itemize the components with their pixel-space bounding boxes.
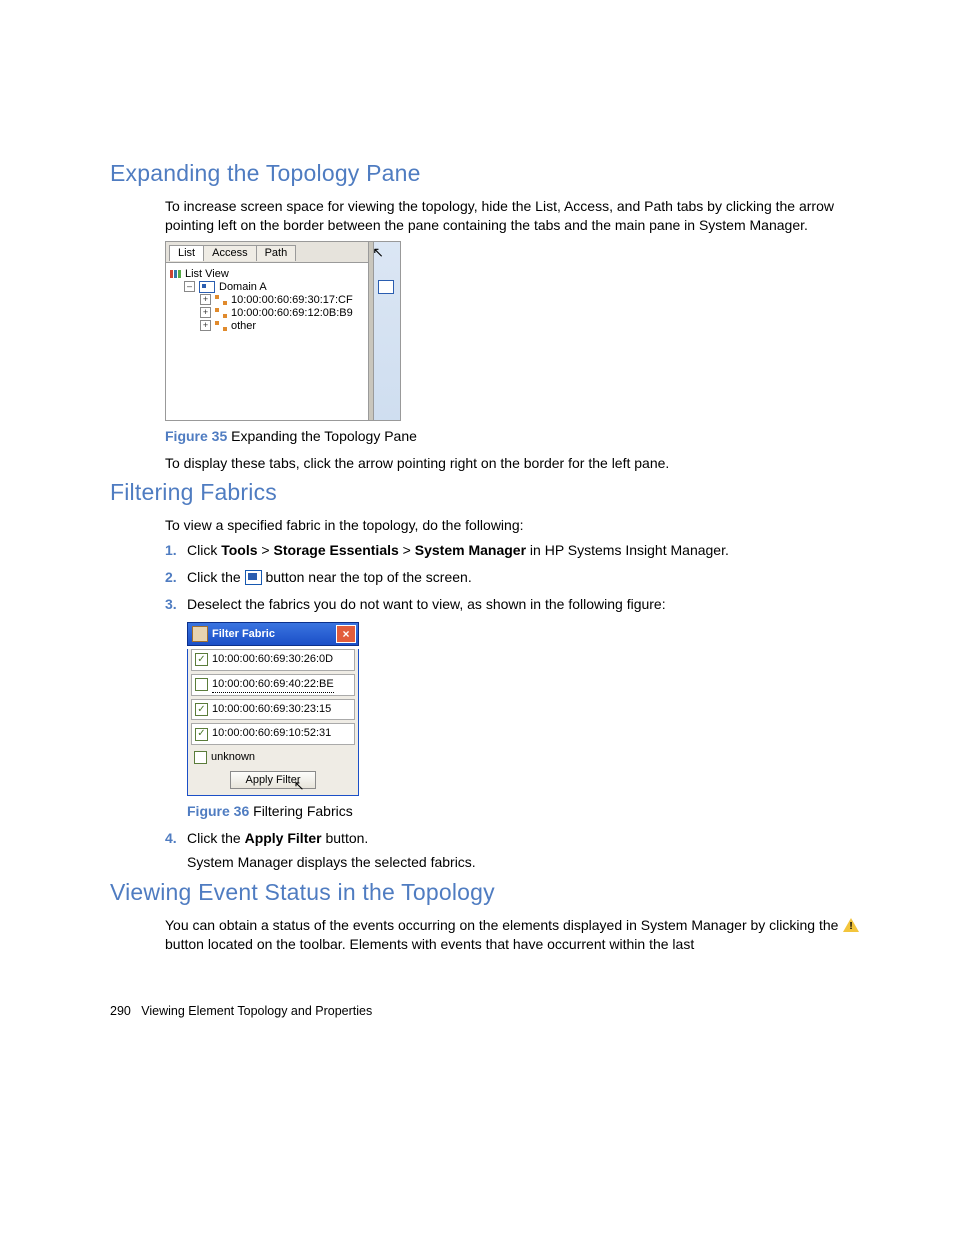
expand-icon[interactable]: + bbox=[200, 307, 211, 318]
list-view-icon bbox=[170, 270, 181, 278]
tree-root[interactable]: List View bbox=[170, 268, 368, 280]
filter-toolbar-icon bbox=[245, 570, 262, 585]
step4-d: System Manager displays the selected fab… bbox=[187, 853, 874, 873]
step-2: 2. Click the button near the top of the … bbox=[165, 568, 874, 588]
fabric-row[interactable]: 10:00:00:60:69:30:23:15 bbox=[191, 699, 355, 720]
step1-gt2: > bbox=[399, 542, 415, 558]
step-3: 3. Deselect the fabrics you do not want … bbox=[165, 595, 874, 821]
figure36-text: Filtering Fabrics bbox=[249, 803, 352, 819]
heading-expanding: Expanding the Topology Pane bbox=[110, 160, 874, 187]
expand-icon[interactable]: + bbox=[200, 294, 211, 305]
checkbox-unchecked-icon[interactable] bbox=[195, 678, 208, 691]
para-expand-intro: To increase screen space for viewing the… bbox=[165, 197, 874, 235]
step1-se: Storage Essentials bbox=[274, 542, 399, 558]
tree-node-label: 10:00:00:60:69:30:17:CF bbox=[231, 294, 353, 306]
fabric-label: 10:00:00:60:69:40:22:BE bbox=[212, 677, 334, 693]
switch-icon bbox=[215, 295, 227, 305]
p4-b: button located on the toolbar. Elements … bbox=[165, 936, 694, 952]
step-4: 4. Click the Apply Filter button. System… bbox=[165, 829, 874, 872]
step1-gt1: > bbox=[258, 542, 274, 558]
close-button[interactable]: × bbox=[336, 625, 356, 643]
dialog-titlebar: Filter Fabric × bbox=[187, 622, 359, 646]
checkbox-unchecked-icon[interactable] bbox=[194, 751, 207, 764]
step2-b: button near the top of the screen. bbox=[262, 569, 472, 585]
tree-domain[interactable]: – Domain A bbox=[184, 281, 368, 293]
fabric-label: 10:00:00:60:69:30:23:15 bbox=[212, 702, 331, 717]
fabric-row[interactable]: unknown bbox=[191, 748, 355, 767]
step-number: 1. bbox=[165, 541, 177, 561]
right-strip: ↖ bbox=[373, 242, 400, 420]
apply-filter-label: Apply Filter bbox=[245, 774, 300, 786]
tab-list[interactable]: List bbox=[169, 245, 204, 261]
step1-tools: Tools bbox=[221, 542, 257, 558]
tree-node[interactable]: + 10:00:00:60:69:30:17:CF bbox=[200, 294, 368, 306]
fabric-row[interactable]: 10:00:00:60:69:10:52:31 bbox=[191, 723, 355, 744]
cursor-icon: ↖ bbox=[372, 244, 384, 261]
step2-a: Click the bbox=[187, 569, 245, 585]
tree-root-label: List View bbox=[185, 268, 229, 280]
fabric-row[interactable]: 10:00:00:60:69:30:26:0D bbox=[191, 649, 355, 670]
tree-domain-label: Domain A bbox=[219, 281, 267, 293]
tree-node[interactable]: + 10:00:00:60:69:12:0B:B9 bbox=[200, 307, 368, 319]
figure35-caption: Figure 35 Expanding the Topology Pane bbox=[165, 427, 874, 446]
apply-filter-button[interactable]: Apply Filter ↖ bbox=[230, 771, 315, 789]
page-number: 290 bbox=[110, 1004, 131, 1018]
footer-title: Viewing Element Topology and Properties bbox=[141, 1004, 372, 1018]
figure36-label: Figure 36 bbox=[187, 803, 249, 819]
fabric-label: unknown bbox=[211, 750, 255, 765]
figure35-text: Expanding the Topology Pane bbox=[227, 428, 417, 444]
collapse-icon[interactable]: – bbox=[184, 281, 195, 292]
figure35-label: Figure 35 bbox=[165, 428, 227, 444]
switch-icon bbox=[215, 321, 227, 331]
step1-sm: System Manager bbox=[415, 542, 526, 558]
warning-icon bbox=[843, 918, 859, 932]
step1-a: Click bbox=[187, 542, 221, 558]
step4-b: Apply Filter bbox=[245, 830, 322, 846]
para-display-tabs: To display these tabs, click the arrow p… bbox=[165, 454, 874, 473]
step-number: 4. bbox=[165, 829, 177, 849]
p4-a: You can obtain a status of the events oc… bbox=[165, 917, 842, 933]
figure36-caption: Figure 36 Filtering Fabrics bbox=[187, 802, 874, 821]
checkbox-checked-icon[interactable] bbox=[195, 653, 208, 666]
dialog-title: Filter Fabric bbox=[212, 627, 275, 642]
tab-access[interactable]: Access bbox=[203, 245, 256, 261]
checkbox-checked-icon[interactable] bbox=[195, 703, 208, 716]
tree-node-label: other bbox=[231, 320, 256, 332]
switch-icon bbox=[215, 308, 227, 318]
tree-node[interactable]: + other bbox=[200, 320, 368, 332]
step3-text: Deselect the fabrics you do not want to … bbox=[187, 596, 666, 612]
expand-icon[interactable]: + bbox=[200, 320, 211, 331]
figure-filter-fabric: Filter Fabric × 10:00:00:60:69:30:26:0D … bbox=[187, 622, 359, 796]
checkbox-checked-icon[interactable] bbox=[195, 728, 208, 741]
toolbar-mini-icon[interactable] bbox=[378, 280, 394, 294]
domain-icon bbox=[199, 281, 215, 293]
para-event-status: You can obtain a status of the events oc… bbox=[165, 916, 874, 954]
heading-event-status: Viewing Event Status in the Topology bbox=[110, 879, 874, 906]
step4-c: button. bbox=[322, 830, 369, 846]
cursor-icon: ↖ bbox=[294, 778, 305, 794]
para-filter-intro: To view a specified fabric in the topolo… bbox=[165, 516, 874, 535]
fabric-row[interactable]: 10:00:00:60:69:40:22:BE bbox=[191, 674, 355, 696]
tab-path[interactable]: Path bbox=[256, 245, 297, 261]
figure-topology-pane: List Access Path List View – Domain A + … bbox=[165, 241, 401, 421]
app-icon bbox=[192, 626, 208, 642]
tree-view: List View – Domain A + 10:00:00:60:69:30… bbox=[166, 262, 372, 420]
step-number: 2. bbox=[165, 568, 177, 588]
step-number: 3. bbox=[165, 595, 177, 615]
page-footer: 290 Viewing Element Topology and Propert… bbox=[110, 1004, 874, 1018]
fabric-label: 10:00:00:60:69:30:26:0D bbox=[212, 652, 333, 667]
tree-node-label: 10:00:00:60:69:12:0B:B9 bbox=[231, 307, 353, 319]
fabric-label: 10:00:00:60:69:10:52:31 bbox=[212, 726, 331, 741]
step4-a: Click the bbox=[187, 830, 245, 846]
step-1: 1. Click Tools > Storage Essentials > Sy… bbox=[165, 541, 874, 561]
step1-b: in HP Systems Insight Manager. bbox=[526, 542, 729, 558]
heading-filtering: Filtering Fabrics bbox=[110, 479, 874, 506]
